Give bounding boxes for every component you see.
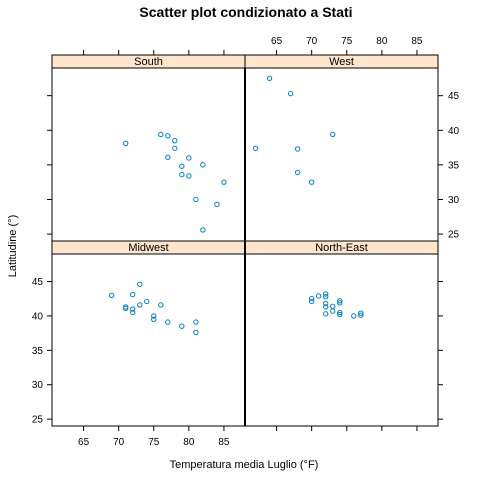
data-point xyxy=(130,306,136,312)
data-point xyxy=(323,304,329,310)
data-point xyxy=(122,140,129,147)
y-tick-label-right: 45 xyxy=(448,91,460,102)
x-tick-label: 75 xyxy=(148,437,160,448)
x-axis-title: Temperatura media Luglio (°F) xyxy=(170,459,319,471)
data-point xyxy=(165,133,171,139)
x-tick-label-top: 85 xyxy=(411,36,423,47)
data-point xyxy=(337,298,343,304)
panel-midwest: Midwest xyxy=(51,240,246,427)
data-point xyxy=(179,171,185,178)
data-point xyxy=(137,302,143,308)
data-point xyxy=(193,319,199,325)
data-point xyxy=(144,298,150,305)
data-point xyxy=(337,300,343,306)
data-point xyxy=(351,313,357,319)
data-point xyxy=(179,323,185,329)
data-point xyxy=(330,308,336,314)
data-point xyxy=(151,316,157,323)
y-tick-label: 40 xyxy=(32,311,44,322)
data-point xyxy=(165,319,171,325)
panel-frame xyxy=(51,253,246,427)
y-tick-label-right: 25 xyxy=(448,230,460,241)
data-point xyxy=(337,309,343,316)
data-point xyxy=(158,302,164,308)
data-point xyxy=(308,179,315,185)
data-point xyxy=(287,90,294,97)
panel-frame xyxy=(244,253,439,427)
data-point xyxy=(186,155,192,161)
data-point xyxy=(122,305,129,312)
y-tick-label: 35 xyxy=(32,346,44,357)
data-point xyxy=(308,298,315,305)
x-tick-label: 80 xyxy=(183,437,195,448)
data-point xyxy=(294,146,301,152)
data-point xyxy=(323,311,329,317)
panel-west: West xyxy=(244,54,439,242)
x-tick-label-top: 65 xyxy=(271,36,283,47)
data-point xyxy=(323,293,329,300)
data-point xyxy=(151,313,157,319)
data-point xyxy=(193,329,199,336)
axes: 65 70 75 80 85 65 70 75 80 85 25 30 35 40 45 25 30 35 40 45 xyxy=(32,36,460,448)
x-tick-label-top: 75 xyxy=(341,36,353,47)
x-tick-label-top: 80 xyxy=(376,36,388,47)
data-point xyxy=(323,300,329,307)
data-point xyxy=(137,281,143,287)
data-point xyxy=(308,296,315,302)
data-point xyxy=(294,169,301,176)
strip-label: South xyxy=(134,56,163,68)
y-axis-title: Latitudine (°) xyxy=(7,215,19,278)
data-point xyxy=(330,131,336,138)
data-point xyxy=(214,201,220,208)
strip-label: North-East xyxy=(315,242,368,254)
strip-label: West xyxy=(329,56,354,68)
x-tick-label: 65 xyxy=(78,437,90,448)
data-point xyxy=(330,303,336,309)
panel-north-east: North-East xyxy=(244,240,439,427)
data-point xyxy=(130,309,136,316)
y-tick-label-right: 30 xyxy=(448,195,460,206)
data-point xyxy=(266,75,273,82)
data-point xyxy=(172,137,178,144)
data-point xyxy=(252,145,259,151)
data-point xyxy=(358,310,364,316)
data-point xyxy=(358,312,364,318)
chart-title: Scatter plot condizionato a Stati xyxy=(139,4,352,20)
panel-frame xyxy=(51,67,246,242)
data-point xyxy=(200,162,206,168)
y-tick-label: 25 xyxy=(32,415,44,426)
data-point xyxy=(221,179,227,185)
data-point xyxy=(172,145,178,151)
data-point xyxy=(179,163,185,169)
y-tick-label: 30 xyxy=(32,380,44,391)
y-tick-label-right: 40 xyxy=(448,126,460,137)
data-point xyxy=(200,227,206,233)
data-point xyxy=(186,173,192,179)
x-tick-label: 85 xyxy=(218,437,230,448)
data-point xyxy=(165,154,171,160)
y-tick-label-right: 35 xyxy=(448,160,460,171)
data-point xyxy=(193,196,199,203)
panel-south: South xyxy=(51,54,246,242)
data-point xyxy=(130,291,136,298)
data-point xyxy=(337,311,343,318)
y-tick-label: 45 xyxy=(32,277,44,288)
data-point xyxy=(108,292,115,298)
data-point xyxy=(315,293,322,299)
strip-label: Midwest xyxy=(128,242,168,254)
panel-frame xyxy=(244,67,439,242)
data-point xyxy=(158,131,164,138)
x-tick-label: 70 xyxy=(113,437,125,448)
data-point xyxy=(323,291,329,297)
x-tick-label-top: 70 xyxy=(306,36,318,47)
